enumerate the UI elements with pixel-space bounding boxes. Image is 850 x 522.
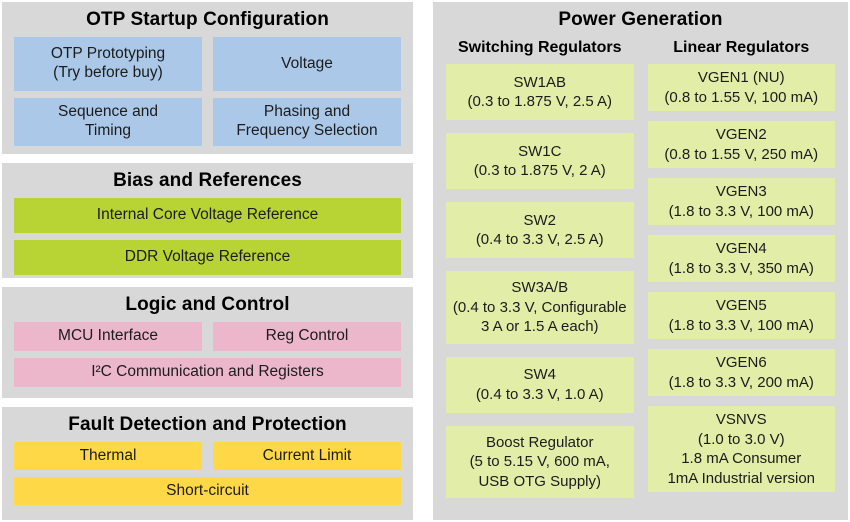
linear-regulators-header: Linear Regulators: [673, 39, 810, 56]
box-sequence-and: Sequence and Timing: [14, 98, 202, 146]
regulator-box-sw4: SW4 (0.4 to 3.3 V, 1.0 A): [446, 356, 634, 413]
regulator-name: SW1C: [518, 142, 562, 160]
otp-startup-configuration-panel: OTP Startup Configuration OTP Prototyping…: [2, 2, 413, 154]
regulator-box-vgen5: VGEN5 (1.8 to 3.3 V, 100 mA): [647, 292, 835, 339]
regulator-name: VGEN2: [715, 126, 767, 143]
regulator-box-sw1c: SW1C (0.3 to 1.875 V, 2 A): [446, 133, 634, 189]
fault-detection-and-protection-title: Fault Detection and Protection: [68, 414, 347, 435]
regulator-name: SW3A/B: [511, 279, 569, 296]
regulator-box-sw1ab: SW1AB (0.3 to 1.875 V, 2.5 A): [446, 64, 634, 120]
regulator-box-sw2: SW2 (0.4 to 3.3 V, 2.5 A): [446, 202, 634, 258]
regulator-name: VGEN1 (NU): [697, 69, 785, 86]
regulator-spec: (0.8 to 1.55 V, 250 mA): [664, 145, 819, 163]
regulator-spec: (0.3 to 1.875 V, 2 A): [473, 162, 606, 179]
otp-startup-configuration-title: OTP Startup Configuration: [86, 9, 329, 30]
regulator-column-headers: Switching Regulators Linear Regulators: [446, 39, 835, 64]
regulator-box-vgen3: VGEN3 (1.8 to 3.3 V, 100 mA): [647, 178, 835, 225]
regulator-name: SW1AB: [513, 73, 566, 91]
logic-and-control-title: Logic and Control: [125, 294, 290, 315]
regulator-name: SW2: [523, 211, 556, 229]
box-i-c-communication-and-registers: I²C Communication and Registers: [14, 358, 401, 387]
regulator-spec: (1.8 to 3.3 V, 100 mA): [668, 202, 814, 220]
regulator-spec: (0.4 to 3.3 V, 2.5 A): [475, 231, 604, 248]
box-thermal: Thermal: [14, 442, 202, 470]
regulator-name: VGEN5: [715, 297, 767, 314]
regulator-box-boost-regulator: Boost Regulator (5 to 5.15 V, 600 mA, USB…: [446, 425, 634, 498]
left-column: OTP Startup Configuration OTP Prototyping…: [2, 2, 413, 522]
logic-and-control-panel: Logic and Control MCU Interface Reg Contro…: [2, 287, 413, 398]
box-voltage: Voltage: [213, 37, 401, 91]
otp-startup-configuration-grid: OTP Prototyping (Try before buy) Voltage S…: [14, 37, 401, 146]
switching-regulators-column: SW1AB (0.3 to 1.875 V, 2.5 A) SW1C (0.3 to …: [446, 64, 634, 498]
regulator-name: SW4: [523, 366, 556, 383]
regulator-name: Boost Regulator: [485, 433, 594, 451]
regulator-spec: (0.4 to 3.3 V, Configurable 3 A or 1.5 A…: [452, 298, 627, 336]
power-generation-panel: Power Generation Switching Regulators Li…: [433, 2, 848, 520]
linear-regulators-column: VGEN1 (NU) (0.8 to 1.55 V, 100 mA) VGEN2 (0…: [647, 64, 835, 492]
regulator-spec: (0.8 to 1.55 V, 100 mA): [664, 88, 819, 106]
power-generation-title: Power Generation: [558, 9, 723, 30]
regulator-box-vgen6: VGEN6 (1.8 to 3.3 V, 200 mA): [647, 349, 835, 396]
fault-detection-and-protection-grid: Thermal Current Limit Short-circuit: [14, 442, 401, 505]
box-otp-prototyping: OTP Prototyping (Try before buy): [14, 37, 202, 91]
box-mcu-interface: MCU Interface: [14, 322, 202, 351]
regulator-box-vgen4: VGEN4 (1.8 to 3.3 V, 350 mA): [647, 235, 835, 282]
regulator-name: VGEN6: [715, 354, 767, 371]
bias-and-references-title: Bias and References: [113, 170, 302, 191]
bias-and-references-panel: Bias and References Internal Core Voltage…: [2, 163, 413, 278]
regulator-box-vgen2: VGEN2 (0.8 to 1.55 V, 250 mA): [647, 121, 835, 168]
box-short-circuit: Short-circuit: [14, 477, 401, 505]
regulator-box-vsnvs: VSNVS (1.0 to 3.0 V) 1.8 mA Consumer 1mA …: [647, 406, 835, 492]
regulator-spec: (5 to 5.15 V, 600 mA, USB OTG Supply): [469, 453, 610, 490]
box-reg-control: Reg Control: [213, 322, 401, 351]
regulator-columns: SW1AB (0.3 to 1.875 V, 2.5 A) SW1C (0.3 to …: [446, 64, 835, 498]
fault-detection-and-protection-panel: Fault Detection and Protection Thermal Cur…: [2, 407, 413, 520]
regulator-name: VGEN4: [715, 240, 767, 257]
regulator-spec: (1.8 to 3.3 V, 100 mA): [668, 316, 814, 334]
box-ddr-voltage-reference: DDR Voltage Reference: [14, 240, 401, 275]
box-current-limit: Current Limit: [213, 442, 401, 470]
regulator-spec: (0.3 to 1.875 V, 2.5 A): [467, 93, 613, 110]
logic-and-control-grid: MCU Interface Reg Control I²C Communicatio…: [14, 322, 401, 387]
regulator-box-vgen1-nu: VGEN1 (NU) (0.8 to 1.55 V, 100 mA): [647, 64, 835, 111]
bias-and-references-grid: Internal Core Voltage Reference DDR Volta…: [14, 198, 401, 275]
box-phasing-and: Phasing and Frequency Selection: [213, 98, 401, 146]
regulator-spec: (0.4 to 3.3 V, 1.0 A): [475, 385, 604, 403]
regulator-spec: (1.8 to 3.3 V, 350 mA): [668, 259, 814, 277]
box-internal-core-voltage-reference: Internal Core Voltage Reference: [14, 198, 401, 233]
switching-regulators-header: Switching Regulators: [457, 39, 622, 56]
regulator-name: VGEN3: [715, 183, 767, 200]
regulator-box-sw3a-b: SW3A/B (0.4 to 3.3 V, Configurable 3 A or…: [446, 271, 634, 344]
regulator-spec: (1.0 to 3.0 V) 1.8 mA Consumer 1mA Indus…: [667, 430, 816, 487]
regulator-spec: (1.8 to 3.3 V, 200 mA): [668, 373, 814, 391]
regulator-name: VSNVS: [715, 411, 767, 428]
